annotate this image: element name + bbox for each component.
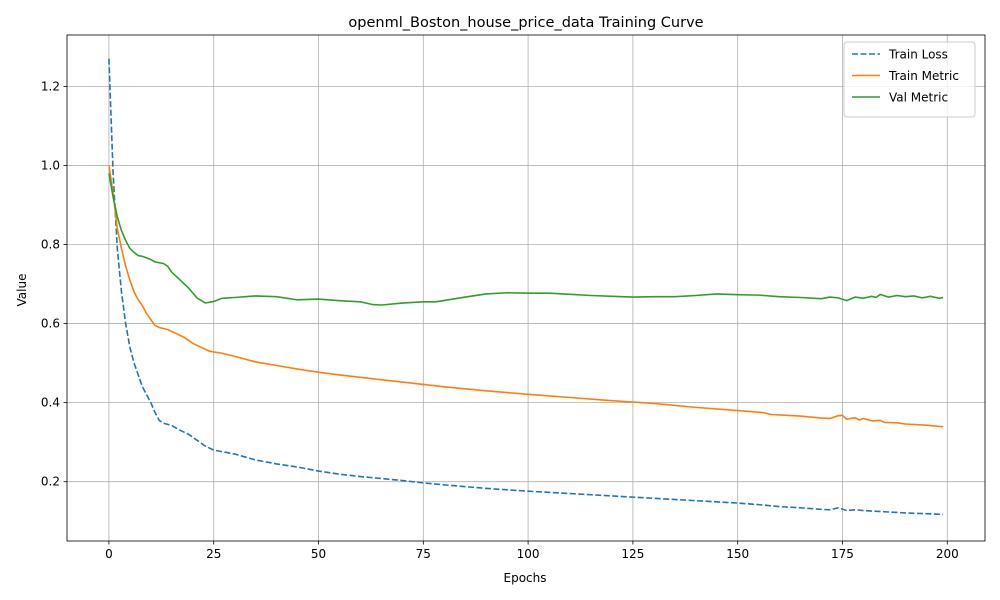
x-tick-label: 25: [206, 547, 221, 561]
series-lines: [108, 58, 944, 516]
plot-frame: [66, 34, 986, 542]
series-line-train-metric: [108, 165, 944, 428]
y-tick-label: 0.2: [41, 475, 60, 489]
x-tick-label: 125: [621, 547, 644, 561]
x-tick-label: 75: [416, 547, 431, 561]
x-tick-label: 175: [831, 547, 854, 561]
x-tick-label: 100: [517, 547, 540, 561]
grid-lines: [67, 35, 985, 541]
y-axis-label: Value: [15, 274, 29, 307]
y-tick-label: 1.0: [41, 158, 60, 172]
axis-ticks: 0 25 50 75 100 125 150 175 200 0.2 0.4 0.6 0.8 1.0 1.2: [41, 79, 959, 561]
y-tick-label: 0.6: [41, 317, 60, 331]
y-tick-label: 0.8: [41, 238, 60, 252]
legend-label: Train Metric: [888, 69, 959, 83]
x-tick-label: 200: [936, 547, 959, 561]
x-tick-label: 50: [311, 547, 326, 561]
chart-title: openml_Boston_house_price_data Training …: [348, 15, 703, 31]
y-tick-label: 0.4: [41, 396, 60, 410]
series-line-val-metric: [108, 173, 944, 306]
y-tick-label: 1.2: [41, 79, 60, 93]
x-axis-label: Epochs: [504, 571, 547, 585]
series-line-train-loss: [108, 58, 944, 516]
legend-label: Val Metric: [889, 91, 948, 105]
x-tick-label: 150: [726, 547, 749, 561]
legend-box: [843, 41, 976, 118]
legend: Train Loss Train Metric Val Metric: [843, 41, 976, 118]
legend-label: Train Loss: [888, 48, 948, 62]
x-tick-label: 0: [105, 547, 113, 561]
